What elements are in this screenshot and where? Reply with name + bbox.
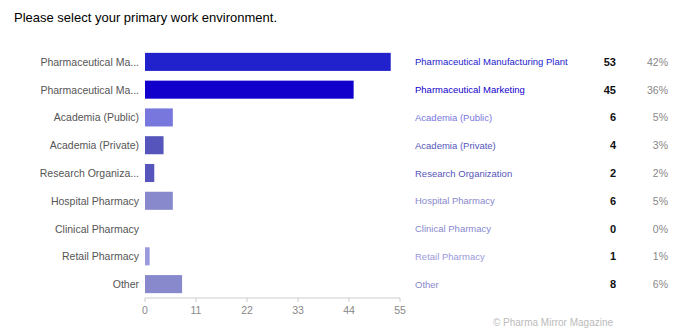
category-label: Academia (Public) [54, 111, 139, 123]
category-label: Clinical Pharmacy [55, 223, 140, 235]
tick-label: 55 [394, 304, 406, 316]
data-label: 4 [610, 139, 617, 151]
percent-label: 5% [653, 195, 668, 207]
row-label: Other [415, 279, 439, 290]
chart: Please select your primary work environm… [0, 0, 675, 334]
percent-label: 42% [647, 56, 668, 68]
side-table: Pharmaceutical Manufacturing Plant5342%P… [415, 56, 668, 290]
tick [298, 298, 299, 302]
row-label: Academia (Public) [415, 112, 492, 123]
category-label: Research Organiza... [40, 167, 139, 179]
row-label: Pharmaceutical Manufacturing Plant [415, 56, 568, 67]
category-label: Retail Pharmacy [62, 250, 140, 262]
tick-label: 11 [191, 304, 202, 316]
category-label: Academia (Private) [50, 139, 139, 151]
bar [145, 164, 154, 182]
data-label: 6 [610, 111, 616, 123]
percent-label: 1% [653, 250, 668, 262]
tick [145, 298, 146, 302]
percent-label: 0% [653, 223, 668, 235]
data-label: 1 [610, 250, 616, 262]
tick-label: 44 [343, 304, 355, 316]
data-label: 6 [610, 195, 616, 207]
row-label: Pharmaceutical Marketing [415, 84, 525, 95]
data-label: 45 [604, 84, 616, 96]
percent-label: 36% [647, 84, 668, 96]
watermark: © Pharma Mirror Magazine [493, 317, 614, 328]
bar [145, 247, 150, 265]
tick [247, 298, 248, 302]
tick [349, 298, 350, 302]
tick-label: 33 [292, 304, 304, 316]
row-label: Academia (Private) [415, 140, 496, 151]
bar [145, 108, 173, 126]
row-label: Clinical Pharmacy [415, 223, 491, 234]
bar [145, 275, 182, 293]
data-label: 2 [610, 167, 616, 179]
title: Please select your primary work environm… [14, 10, 277, 25]
row-label: Retail Pharmacy [415, 251, 485, 262]
category-label: Pharmaceutical Ma... [40, 84, 139, 96]
bar [145, 136, 164, 154]
row-label: Research Organization [415, 168, 512, 179]
percent-label: 6% [653, 278, 668, 290]
percent-label: 3% [653, 139, 668, 151]
data-label: 53 [604, 56, 616, 68]
tick-label: 0 [142, 304, 148, 316]
tick-label: 22 [241, 304, 253, 316]
bar [145, 53, 391, 71]
bar [145, 192, 173, 210]
bar [145, 81, 354, 99]
axes: Pharmaceutical Ma... Pharmaceutical Ma...… [40, 56, 406, 316]
percent-label: 2% [653, 167, 668, 179]
tick [196, 298, 197, 302]
data-label: 0 [610, 223, 616, 235]
category-label: Pharmaceutical Ma... [40, 56, 139, 68]
data-label: 8 [610, 278, 616, 290]
row-label: Hospital Pharmacy [415, 195, 495, 206]
percent-label: 5% [653, 111, 668, 123]
category-label: Other [113, 278, 140, 290]
x-axis-line [145, 298, 400, 299]
bars [145, 53, 391, 293]
category-label: Hospital Pharmacy [51, 195, 140, 207]
bar [145, 220, 146, 238]
tick [400, 298, 401, 302]
